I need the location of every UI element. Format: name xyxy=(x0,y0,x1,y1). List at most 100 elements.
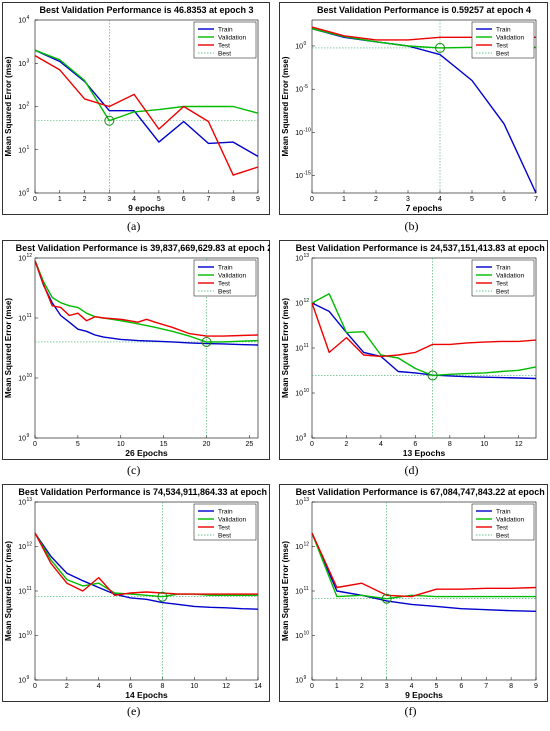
x-axis-label: 9 epochs xyxy=(128,203,165,213)
x-tick-label: 2 xyxy=(83,196,87,203)
chart-svg-e: Best Validation Performance is 74,534,91… xyxy=(2,484,270,702)
x-tick-label: 8 xyxy=(231,196,235,203)
x-axis-label: 26 Epochs xyxy=(125,448,168,458)
x-tick-label: 9 xyxy=(534,683,538,690)
chart-title: Best Validation Performance is 0.59257 a… xyxy=(317,5,531,15)
panel-caption: (f) xyxy=(404,704,417,718)
x-tick-label: 4 xyxy=(438,196,442,203)
legend-label: Test xyxy=(218,42,230,49)
series-line-test xyxy=(311,302,537,358)
legend-label: Validation xyxy=(496,272,524,279)
best-marker xyxy=(381,593,392,604)
x-tick-label: 3 xyxy=(385,683,389,690)
x-tick-label: 8 xyxy=(160,683,164,690)
legend-label: Validation xyxy=(496,516,524,523)
series-line-train xyxy=(311,532,537,612)
y-tick-exponent: 4 xyxy=(27,15,30,21)
series-line-test xyxy=(34,532,258,597)
series-line-test xyxy=(34,260,259,337)
x-tick-label: 1 xyxy=(58,196,62,203)
y-tick-exponent: 13 xyxy=(27,497,33,503)
x-tick-label: 3 xyxy=(406,196,410,203)
chart-panel-c: Best Validation Performance is 39,837,66… xyxy=(2,240,270,460)
x-tick-label: 8 xyxy=(509,683,513,690)
chart-svg-b: Best Validation Performance is 0.59257 a… xyxy=(279,2,548,215)
x-tick-label: 5 xyxy=(470,196,474,203)
legend-label: Test xyxy=(496,280,508,287)
y-tick-exponent: 3 xyxy=(27,58,30,64)
x-tick-label: 7 xyxy=(484,683,488,690)
y-tick-exponent: 9 xyxy=(27,675,30,681)
best-marker xyxy=(104,115,115,126)
y-tick-label: 10 xyxy=(18,436,26,443)
x-tick-label: 3 xyxy=(107,196,111,203)
y-tick-label: 10 xyxy=(18,678,26,685)
x-tick-label: 4 xyxy=(410,683,414,690)
legend-label: Best xyxy=(218,532,231,539)
legend-label: Train xyxy=(218,508,233,515)
x-tick-label: 6 xyxy=(182,196,186,203)
chart-panel-b: Best Validation Performance is 0.59257 a… xyxy=(279,2,548,215)
y-tick-exponent: 10 xyxy=(27,373,33,379)
best-marker xyxy=(201,336,212,347)
x-tick-label: 0 xyxy=(310,196,314,203)
best-marker xyxy=(435,42,445,53)
y-axis-label: Mean Squared Error (mse) xyxy=(4,298,13,398)
chart-title: Best Validation Performance is 74,534,91… xyxy=(18,487,270,497)
legend-label: Best xyxy=(496,50,509,57)
y-tick-label: 10 xyxy=(18,256,26,263)
x-tick-label: 2 xyxy=(65,683,69,690)
y-tick-exponent: 12 xyxy=(27,253,33,259)
y-tick-exponent: 13 xyxy=(304,497,310,503)
legend-label: Best xyxy=(218,288,231,295)
series-line-train xyxy=(34,260,259,346)
x-tick-label: 15 xyxy=(160,441,168,448)
y-tick-exponent: 12 xyxy=(304,542,310,548)
panel-caption: (c) xyxy=(127,463,141,477)
y-tick-exponent: -10 xyxy=(304,127,311,133)
x-tick-label: 5 xyxy=(76,441,80,448)
y-tick-exponent: 11 xyxy=(304,586,309,592)
x-axis-label: 13 Epochs xyxy=(403,448,446,458)
x-tick-label: 5 xyxy=(157,196,161,203)
legend-label: Validation xyxy=(218,34,246,41)
y-tick-label: 10 xyxy=(295,391,303,398)
best-marker xyxy=(157,591,168,602)
y-tick-label: 10 xyxy=(295,678,303,685)
x-tick-label: 1 xyxy=(342,196,346,203)
legend-label: Train xyxy=(496,508,511,515)
y-axis-label: Mean Squared Error (mse) xyxy=(281,298,290,398)
y-tick-exponent: 0 xyxy=(304,41,307,47)
x-tick-label: 12 xyxy=(515,441,523,448)
legend-label: Test xyxy=(218,524,230,531)
chart-svg-a: Best Validation Performance is 46.8353 a… xyxy=(2,2,270,215)
y-axis-label: Mean Squared Error (mse) xyxy=(4,56,13,156)
y-tick-label: 10 xyxy=(18,500,26,507)
panel-caption: (d) xyxy=(404,463,419,477)
legend-label: Best xyxy=(218,50,231,57)
y-tick-label: 10 xyxy=(18,589,26,596)
x-tick-label: 0 xyxy=(33,441,37,448)
y-tick-exponent: 2 xyxy=(27,102,30,108)
legend-label: Best xyxy=(496,532,509,539)
x-tick-label: 9 xyxy=(256,196,260,203)
y-tick-label: 10 xyxy=(295,589,303,596)
legend-label: Test xyxy=(218,280,230,287)
y-tick-label: 10 xyxy=(295,43,303,50)
y-tick-label: 10 xyxy=(295,87,303,94)
legend-label: Train xyxy=(218,264,233,271)
x-tick-label: 10 xyxy=(190,683,198,690)
x-tick-label: 0 xyxy=(310,683,314,690)
x-tick-label: 4 xyxy=(379,441,383,448)
y-tick-exponent: 11 xyxy=(27,586,32,592)
x-tick-label: 2 xyxy=(374,196,378,203)
x-tick-label: 12 xyxy=(222,683,230,690)
y-tick-label: 10 xyxy=(295,130,303,137)
y-tick-exponent: 0 xyxy=(27,188,30,194)
x-tick-label: 4 xyxy=(97,683,101,690)
series-line-train xyxy=(34,532,259,610)
y-axis-label: Mean Squared Error (mse) xyxy=(4,541,13,641)
y-tick-exponent: 9 xyxy=(27,433,30,439)
